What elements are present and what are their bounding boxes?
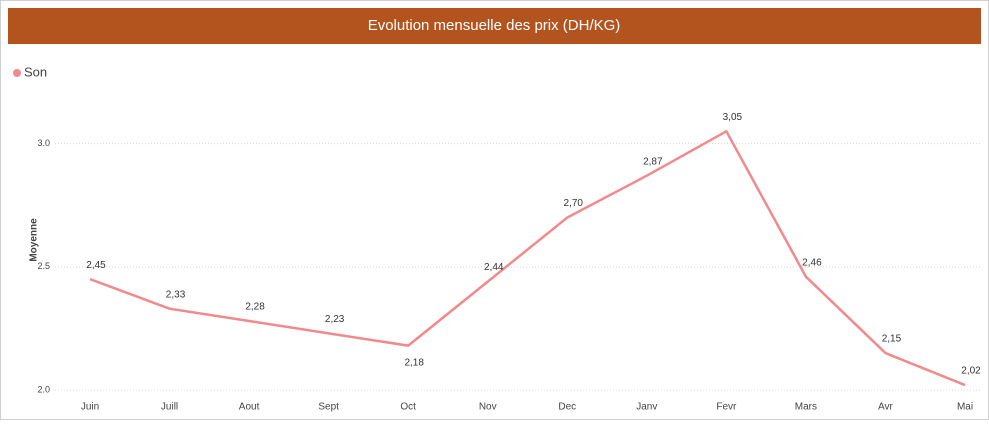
x-tick-label: Aout — [239, 402, 260, 413]
data-label: 2,23 — [325, 314, 345, 325]
data-label: 2,46 — [802, 257, 822, 268]
data-label: 2,70 — [564, 198, 584, 209]
data-label: 2,15 — [882, 334, 902, 345]
x-tick-label: Sept — [318, 402, 339, 413]
y-tick-label: 3.0 — [37, 138, 50, 148]
chart-title: Evolution mensuelle des prix (DH/KG) — [368, 17, 621, 34]
data-label: 2,33 — [166, 289, 186, 300]
legend-label: Son — [24, 64, 47, 79]
x-tick-label: Juill — [161, 402, 178, 413]
x-tick-label: Janv — [636, 402, 657, 413]
data-label: 3,05 — [723, 112, 743, 123]
x-tick-label: Juin — [81, 402, 99, 413]
y-axis-label: Moyenne — [29, 218, 40, 262]
y-tick-label: 2.5 — [37, 261, 50, 271]
legend-marker — [13, 69, 21, 77]
data-label: 2,18 — [404, 357, 424, 368]
x-tick-label: Avr — [878, 402, 893, 413]
x-tick-label: Fevr — [716, 402, 737, 413]
x-tick-label: Dec — [558, 402, 576, 413]
data-label: 2,28 — [245, 302, 265, 313]
x-tick-label: Oct — [400, 402, 416, 413]
x-tick-label: Mai — [957, 402, 973, 413]
data-label: 2,02 — [961, 366, 981, 377]
x-tick-label: Nov — [479, 402, 497, 413]
data-label: 2,87 — [643, 156, 663, 167]
data-label: 2,44 — [484, 262, 504, 273]
x-tick-label: Mars — [795, 402, 817, 413]
y-tick-label: 2.0 — [37, 384, 50, 394]
title-bar — [8, 8, 981, 44]
data-label: 2,45 — [86, 260, 106, 271]
series-line — [89, 129, 966, 387]
